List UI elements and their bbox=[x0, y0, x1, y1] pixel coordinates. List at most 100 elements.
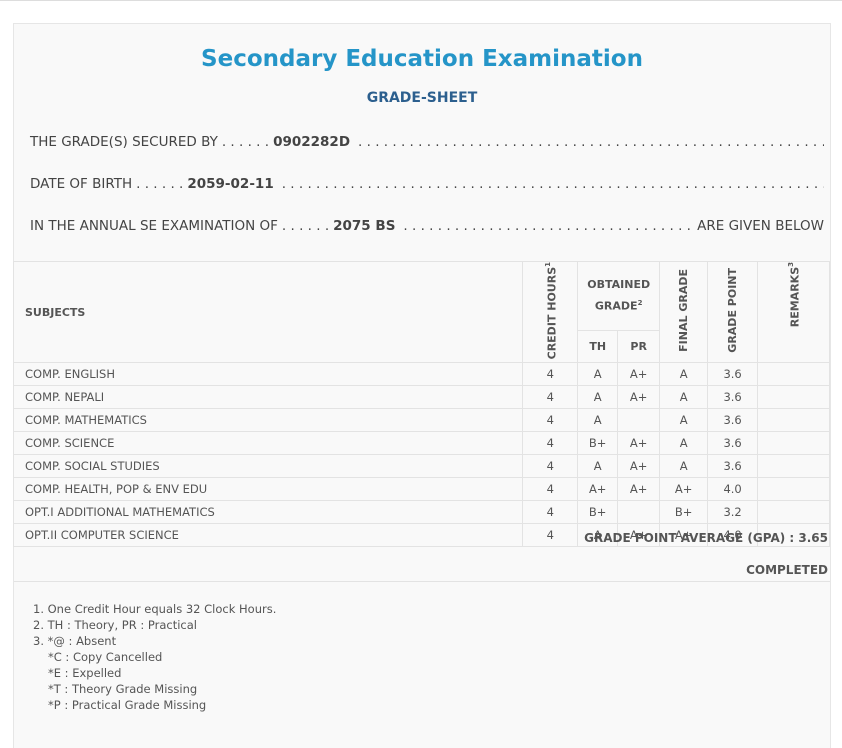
gpa-value: 3.65 bbox=[798, 531, 828, 545]
info-line: IN THE ANNUAL SE EXAMINATION OF 2075 BS AR… bbox=[30, 218, 824, 234]
grade-cell: B+ bbox=[577, 500, 619, 525]
header-text: REMARKS bbox=[788, 266, 802, 328]
remarks-cell bbox=[757, 523, 830, 548]
grade-cell: 4 bbox=[522, 500, 579, 525]
grade-cell: 3.2 bbox=[707, 500, 759, 525]
subject-cell: COMP. ENGLISH bbox=[12, 362, 524, 387]
grade-cell: A bbox=[577, 362, 619, 387]
table-row: OPT.II COMPUTER SCIENCE 4 A A+ A+ 4.0 bbox=[12, 523, 830, 548]
remarks-cell bbox=[757, 362, 830, 387]
header-remarks: REMARKS3 bbox=[757, 260, 830, 364]
header-final: FINAL GRADE bbox=[659, 260, 709, 364]
grade-cell: 3.6 bbox=[707, 454, 759, 479]
remarks-cell bbox=[757, 500, 830, 525]
remarks-cell bbox=[757, 385, 830, 410]
note: *E : Expelled bbox=[48, 666, 122, 680]
header-pr: PR bbox=[617, 329, 661, 364]
leader bbox=[282, 218, 329, 234]
leader bbox=[282, 176, 824, 192]
grade-cell: A+ bbox=[617, 431, 661, 456]
grade-cell: A+ bbox=[617, 523, 661, 548]
info-label: THE GRADE(S) SECURED BY bbox=[30, 134, 218, 150]
info-value: 2059-02-11 bbox=[187, 176, 274, 192]
note: *P : Practical Grade Missing bbox=[48, 698, 207, 712]
header-subjects: SUBJECTS bbox=[12, 260, 524, 364]
table-row: COMP. NEPALI 4 A A+ A 3.6 bbox=[12, 385, 830, 410]
grade-cell: A bbox=[659, 362, 709, 387]
note: 1. One Credit Hour equals 32 Clock Hours… bbox=[33, 602, 277, 616]
subject-cell: COMP. SOCIAL STUDIES bbox=[12, 454, 524, 479]
subtitle: GRADE-SHEET bbox=[366, 90, 478, 106]
grade-cell: A+ bbox=[577, 477, 619, 502]
grade-cell: B+ bbox=[577, 431, 619, 456]
grade-cell: A bbox=[577, 385, 619, 410]
table-body: COMP. ENGLISH 4 A A+ A 3.6 COMP. NEPALI 4 A A+ A 3.… bbox=[12, 362, 830, 548]
grade-cell: 4 bbox=[522, 454, 579, 479]
grade-cell: A bbox=[577, 523, 619, 548]
table-row: COMP. HEALTH, POP & ENV EDU 4 A+ A+ A+ 4.0 bbox=[12, 477, 830, 502]
grade-cell: 4.0 bbox=[707, 523, 759, 548]
table-row: COMP. MATHEMATICS 4 A A 3.6 bbox=[12, 408, 830, 433]
grade-cell: 4 bbox=[522, 408, 579, 433]
leader bbox=[358, 134, 824, 150]
grade-cell: A bbox=[659, 431, 709, 456]
grade-cell: 4 bbox=[522, 431, 579, 456]
remarks-cell bbox=[757, 431, 830, 456]
header-text: CREDIT HOURS bbox=[545, 266, 559, 360]
grade-cell: 3.6 bbox=[707, 385, 759, 410]
header-credit: CREDIT HOURS1 bbox=[522, 260, 579, 364]
grade-cell: A+ bbox=[617, 454, 661, 479]
info-value: 0902282D bbox=[273, 134, 351, 150]
note: *T : Theory Grade Missing bbox=[48, 682, 198, 696]
grade-cell: 4 bbox=[522, 385, 579, 410]
subject-cell: COMP. SCIENCE bbox=[12, 431, 524, 456]
grade-cell: 3.6 bbox=[707, 431, 759, 456]
grade-table: SUBJECTS CREDIT HOURS1 OBTAINED GRADE2 F… bbox=[12, 260, 830, 548]
header-text: GRADE POINT bbox=[725, 268, 739, 354]
remarks-cell bbox=[757, 477, 830, 502]
grade-cell: A+ bbox=[617, 362, 661, 387]
grade-cell: B+ bbox=[659, 500, 709, 525]
info-suffix: ARE GIVEN BELOW bbox=[697, 218, 824, 234]
grade-cell: A bbox=[577, 408, 619, 433]
grade-cell: A+ bbox=[617, 477, 661, 502]
table-row: COMP. ENGLISH 4 A A+ A 3.6 bbox=[12, 362, 830, 387]
info-value: 2075 BS bbox=[333, 218, 396, 234]
header-text: OBTAINED GRADE bbox=[587, 277, 651, 313]
leader bbox=[136, 176, 183, 192]
separator bbox=[14, 581, 830, 582]
info-line: THE GRADE(S) SECURED BY 0902282D bbox=[30, 134, 824, 150]
table-row: COMP. SOCIAL STUDIES 4 A A+ A 3.6 bbox=[12, 454, 830, 479]
footnote-ref: 2 bbox=[637, 298, 643, 307]
grade-cell: 4 bbox=[522, 362, 579, 387]
grade-sheet: Secondary Education Examination GRADE-SH… bbox=[12, 23, 831, 748]
note: *C : Copy Cancelled bbox=[48, 650, 163, 664]
header-point: GRADE POINT bbox=[707, 260, 759, 364]
footnote-ref: 1 bbox=[543, 262, 552, 267]
status: COMPLETED bbox=[746, 563, 828, 577]
remarks-cell bbox=[757, 454, 830, 479]
grade-cell bbox=[617, 500, 661, 525]
grade-cell: A bbox=[659, 408, 709, 433]
header-text: FINAL GRADE bbox=[676, 269, 690, 353]
notes: 1. One Credit Hour equals 32 Clock Hours… bbox=[33, 601, 276, 713]
note: 2. TH : Theory, PR : Practical bbox=[33, 618, 197, 632]
grade-cell: A+ bbox=[659, 477, 709, 502]
note: 3. *@ : Absent bbox=[33, 634, 117, 648]
grade-cell: A bbox=[659, 385, 709, 410]
header-obtained: OBTAINED GRADE2 bbox=[577, 261, 661, 331]
gpa-label: GRADE POINT AVERAGE (GPA) : bbox=[584, 531, 795, 545]
remarks-cell bbox=[757, 408, 830, 433]
subject-cell: OPT.I ADDITIONAL MATHEMATICS bbox=[12, 500, 524, 525]
grade-cell: A bbox=[659, 454, 709, 479]
subject-cell: OPT.II COMPUTER SCIENCE bbox=[12, 523, 524, 548]
subject-cell: COMP. NEPALI bbox=[12, 385, 524, 410]
info-label: DATE OF BIRTH bbox=[30, 176, 133, 192]
footnote-ref: 3 bbox=[787, 262, 796, 267]
grade-cell bbox=[617, 408, 661, 433]
subject-cell: COMP. MATHEMATICS bbox=[12, 408, 524, 433]
grade-cell: 4.0 bbox=[707, 477, 759, 502]
grade-cell: 4 bbox=[522, 523, 579, 548]
grade-cell: 3.6 bbox=[707, 362, 759, 387]
